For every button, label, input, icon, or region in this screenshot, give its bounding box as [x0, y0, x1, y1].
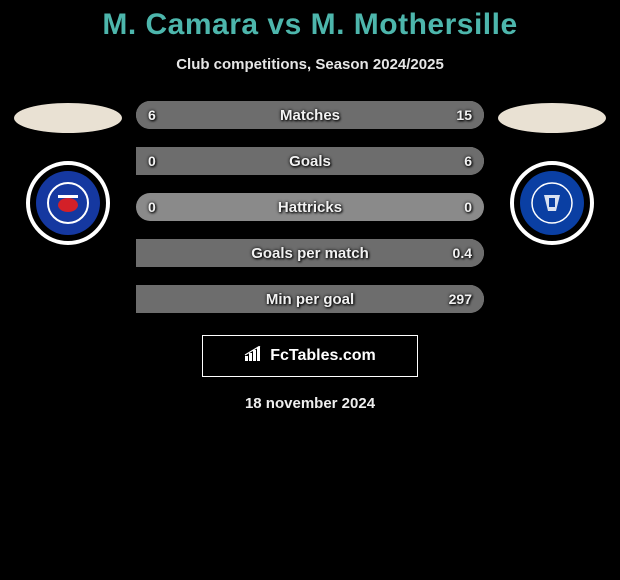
stat-fill-right	[237, 101, 484, 129]
stat-label: Goals per match	[251, 245, 369, 262]
stat-bar: 0 Hattricks 0	[136, 193, 484, 221]
stat-label: Hattricks	[278, 199, 342, 216]
main-row: 6 Matches 15 0 Goals 6 0 Hattricks 0 Goals per ma…	[0, 101, 620, 313]
chart-icon	[244, 346, 264, 367]
stat-value-right: 0.4	[453, 245, 472, 261]
page-subtitle: Club competitions, Season 2024/2025	[0, 56, 620, 73]
right-player-column	[492, 101, 612, 245]
stat-bar: Min per goal 297	[136, 285, 484, 313]
stat-label: Goals	[289, 153, 331, 170]
stat-value-right: 0	[464, 199, 472, 215]
stat-bar: Goals per match 0.4	[136, 239, 484, 267]
right-crest-inner	[520, 171, 584, 235]
stat-label: Matches	[280, 107, 340, 124]
footer-date: 18 november 2024	[0, 395, 620, 412]
stat-value-right: 297	[449, 291, 472, 307]
stat-bar: 0 Goals 6	[136, 147, 484, 175]
left-crest-inner	[36, 171, 100, 235]
stat-value-left: 0	[148, 199, 156, 215]
comparison-card: M. Camara vs M. Mothersille Club competi…	[0, 0, 620, 412]
branding-text: FcTables.com	[270, 347, 376, 365]
stat-value-right: 15	[456, 107, 472, 123]
stats-column: 6 Matches 15 0 Goals 6 0 Hattricks 0 Goals per ma…	[136, 101, 484, 313]
branding-box: FcTables.com	[202, 335, 418, 377]
stat-value-left: 6	[148, 107, 156, 123]
right-club-crest	[510, 161, 594, 245]
right-crest-graphic	[530, 181, 574, 225]
right-player-oval	[498, 103, 606, 133]
stat-value-left: 0	[148, 153, 156, 169]
left-player-column	[8, 101, 128, 245]
stat-value-right: 6	[464, 153, 472, 169]
stat-label: Min per goal	[266, 291, 354, 308]
left-player-oval	[14, 103, 122, 133]
left-crest-graphic	[46, 181, 90, 225]
left-club-crest	[26, 161, 110, 245]
stat-bar: 6 Matches 15	[136, 101, 484, 129]
page-title: M. Camara vs M. Mothersille	[0, 8, 620, 42]
